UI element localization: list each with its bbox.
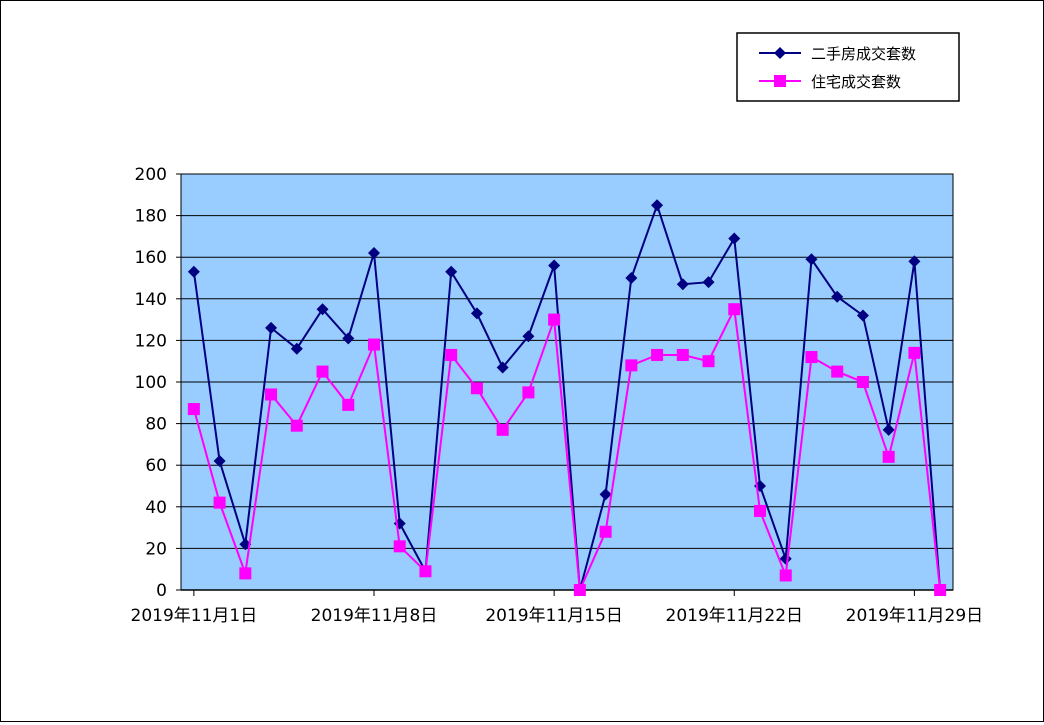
diamond-point: [342, 332, 355, 345]
y-tick-label: 160: [135, 248, 167, 268]
square-point: [573, 584, 586, 596]
y-tick-label: 0: [156, 581, 167, 601]
diamond-point: [368, 247, 380, 260]
square-point: [548, 313, 561, 326]
square-point: [316, 365, 329, 378]
square-point: [779, 569, 792, 582]
square-point: [368, 338, 380, 351]
diamond-point: [805, 253, 818, 266]
diamond-point: [702, 276, 715, 289]
x-tick-label: 2019年11月8日: [311, 606, 438, 626]
grid-lines: [181, 173, 953, 549]
square-point: [676, 348, 689, 361]
square-point: [239, 567, 252, 580]
square-point: [496, 423, 509, 436]
square-point: [754, 504, 766, 517]
square-point: [265, 388, 278, 401]
x-tick-label: 2019年11月29日: [846, 606, 984, 626]
diamond-point: [496, 361, 509, 374]
square-point: [522, 386, 535, 399]
y-tick-label: 140: [135, 290, 167, 310]
diamond-point: [599, 488, 612, 501]
legend-diamond-marker: [774, 47, 786, 59]
square-point: [728, 303, 741, 316]
diamond-point: [676, 278, 689, 291]
y-tick-label: 120: [135, 331, 167, 351]
square-point: [599, 525, 612, 538]
x-tick-label: 2019年11月15日: [485, 606, 623, 626]
diamond-point: [470, 307, 483, 320]
square-point: [393, 540, 406, 553]
square-point: [856, 376, 869, 388]
legend-square-marker: [774, 75, 786, 87]
diamond-point: [625, 272, 638, 284]
diamond-point: [290, 342, 303, 355]
y-tick-label: 60: [145, 456, 167, 476]
x-tick-label: 2019年11月1日: [131, 606, 258, 626]
legend-label-2: 住宅成交套数: [811, 73, 901, 91]
square-point: [470, 382, 483, 395]
diamond-point: [908, 255, 921, 268]
x-tick-label: 2019年11月22日: [666, 606, 804, 626]
y-tick-label: 80: [145, 415, 167, 435]
x-axis: 2019年11月1日 2019年11月8日 2019年11月15日 2019年11月2…: [131, 589, 984, 626]
legend-label-1: 二手房成交套数: [811, 45, 916, 63]
diamond-point: [831, 290, 844, 303]
diamond-point: [651, 199, 664, 212]
square-point: [702, 355, 715, 368]
legend-box: [736, 32, 960, 102]
diamond-point: [882, 423, 895, 436]
diamond-point: [548, 259, 561, 272]
square-point: [882, 450, 895, 463]
diamond-point: [856, 309, 869, 322]
y-tick-label: 40: [145, 498, 167, 518]
square-point: [831, 365, 844, 378]
series-layer: [187, 199, 947, 596]
square-point: [187, 403, 200, 416]
y-tick-label: 180: [135, 207, 167, 227]
diamond-point: [728, 232, 741, 245]
diamond-point: [316, 303, 329, 316]
y-tick-label: 20: [145, 539, 167, 559]
square-point: [651, 348, 664, 361]
square-point: [290, 419, 303, 432]
square-point: [445, 348, 458, 361]
square-point: [419, 565, 432, 578]
square-point: [805, 351, 818, 364]
diamond-point: [187, 265, 200, 278]
y-tick-label: 100: [135, 373, 167, 393]
square-point: [908, 346, 921, 359]
diamond-point: [265, 321, 278, 334]
y-axis: 0 20 40 60 80 100 120 140 160 180 200: [135, 165, 182, 601]
square-point: [934, 584, 947, 596]
series-line-1: [192, 202, 942, 591]
diamond-point: [445, 265, 458, 278]
y-tick-label: 200: [135, 165, 167, 185]
square-point: [625, 359, 638, 372]
square-point: [342, 398, 355, 411]
diamond-point: [213, 455, 226, 468]
square-point: [213, 496, 226, 509]
diamond-point: [522, 330, 535, 343]
